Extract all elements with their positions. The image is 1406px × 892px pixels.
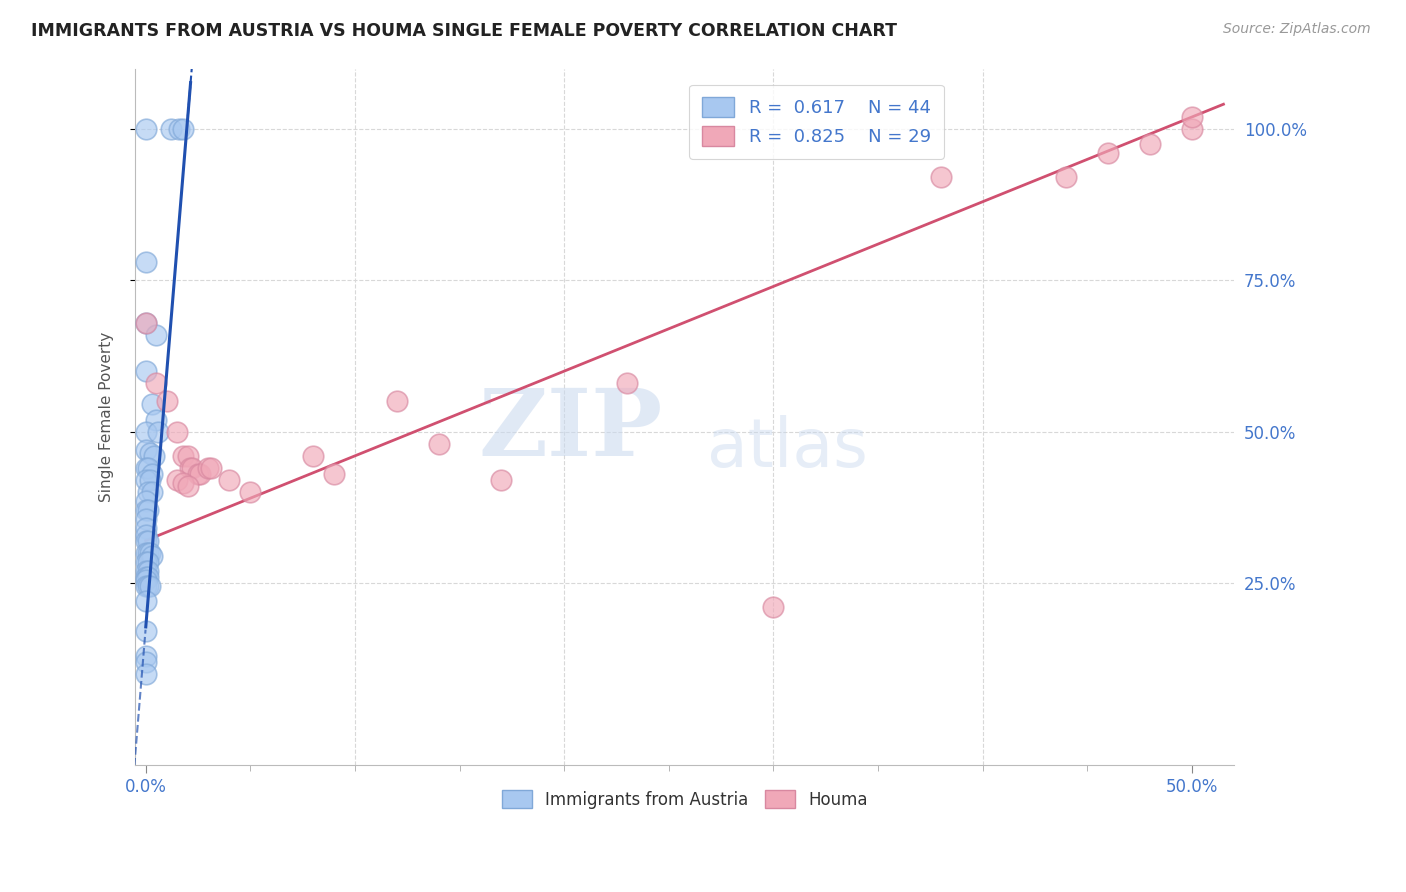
Point	[1181, 110, 1204, 124]
Point	[135, 555, 157, 569]
Point	[135, 546, 157, 560]
Point	[135, 503, 157, 517]
Text: IMMIGRANTS FROM AUSTRIA VS HOUMA SINGLE FEMALE POVERTY CORRELATION CHART: IMMIGRANTS FROM AUSTRIA VS HOUMA SINGLE …	[31, 22, 897, 40]
Point	[197, 461, 219, 475]
Point	[180, 461, 202, 475]
Point	[135, 648, 157, 663]
Point	[176, 479, 198, 493]
Point	[145, 412, 167, 426]
Point	[139, 579, 162, 593]
Point	[141, 485, 163, 500]
Point	[135, 579, 157, 593]
Point	[302, 449, 325, 463]
Point	[135, 316, 157, 330]
Point	[143, 449, 166, 463]
Point	[135, 122, 157, 136]
Point	[166, 425, 188, 439]
Point	[1139, 137, 1161, 152]
Y-axis label: Single Female Poverty: Single Female Poverty	[100, 332, 114, 501]
Point	[385, 394, 408, 409]
Point	[172, 449, 194, 463]
Point	[145, 327, 167, 342]
Point	[172, 122, 194, 136]
Point	[167, 122, 190, 136]
Point	[139, 446, 162, 460]
Point	[136, 570, 159, 584]
Point	[135, 364, 157, 378]
Point	[136, 546, 159, 560]
Point	[135, 316, 157, 330]
Point	[166, 473, 188, 487]
Point	[145, 376, 167, 391]
Point	[135, 425, 157, 439]
Point	[1181, 122, 1204, 136]
Point	[135, 461, 157, 475]
Point	[135, 442, 157, 457]
Legend: Immigrants from Austria, Houma: Immigrants from Austria, Houma	[495, 783, 875, 815]
Point	[427, 436, 450, 450]
Point	[929, 170, 952, 185]
Point	[141, 549, 163, 563]
Point	[135, 533, 157, 548]
Point	[135, 512, 157, 526]
Point	[135, 624, 157, 639]
Point	[172, 476, 194, 491]
Point	[176, 449, 198, 463]
Point	[139, 473, 162, 487]
Point	[188, 467, 211, 481]
Point	[135, 473, 157, 487]
Point	[159, 122, 181, 136]
Point	[136, 564, 159, 578]
Point	[136, 485, 159, 500]
Point	[136, 533, 159, 548]
Text: Source: ZipAtlas.com: Source: ZipAtlas.com	[1223, 22, 1371, 37]
Point	[616, 376, 638, 391]
Point	[762, 600, 785, 615]
Point	[1097, 146, 1119, 161]
Point	[491, 473, 513, 487]
Point	[135, 494, 157, 508]
Point	[135, 666, 157, 681]
Point	[135, 655, 157, 669]
Point	[135, 527, 157, 541]
Point	[141, 467, 163, 481]
Point	[139, 546, 162, 560]
Point	[187, 467, 209, 481]
Point	[136, 461, 159, 475]
Point	[136, 579, 159, 593]
Text: atlas: atlas	[707, 415, 868, 481]
Point	[179, 461, 201, 475]
Point	[141, 397, 163, 411]
Point	[323, 467, 346, 481]
Point	[1056, 170, 1078, 185]
Point	[135, 521, 157, 535]
Text: ZIP: ZIP	[478, 385, 662, 475]
Point	[200, 461, 222, 475]
Point	[135, 594, 157, 608]
Point	[135, 564, 157, 578]
Point	[148, 425, 170, 439]
Point	[136, 503, 159, 517]
Point	[218, 473, 240, 487]
Point	[239, 485, 262, 500]
Point	[135, 255, 157, 269]
Point	[136, 555, 159, 569]
Point	[135, 573, 157, 587]
Point	[135, 570, 157, 584]
Point	[155, 394, 177, 409]
